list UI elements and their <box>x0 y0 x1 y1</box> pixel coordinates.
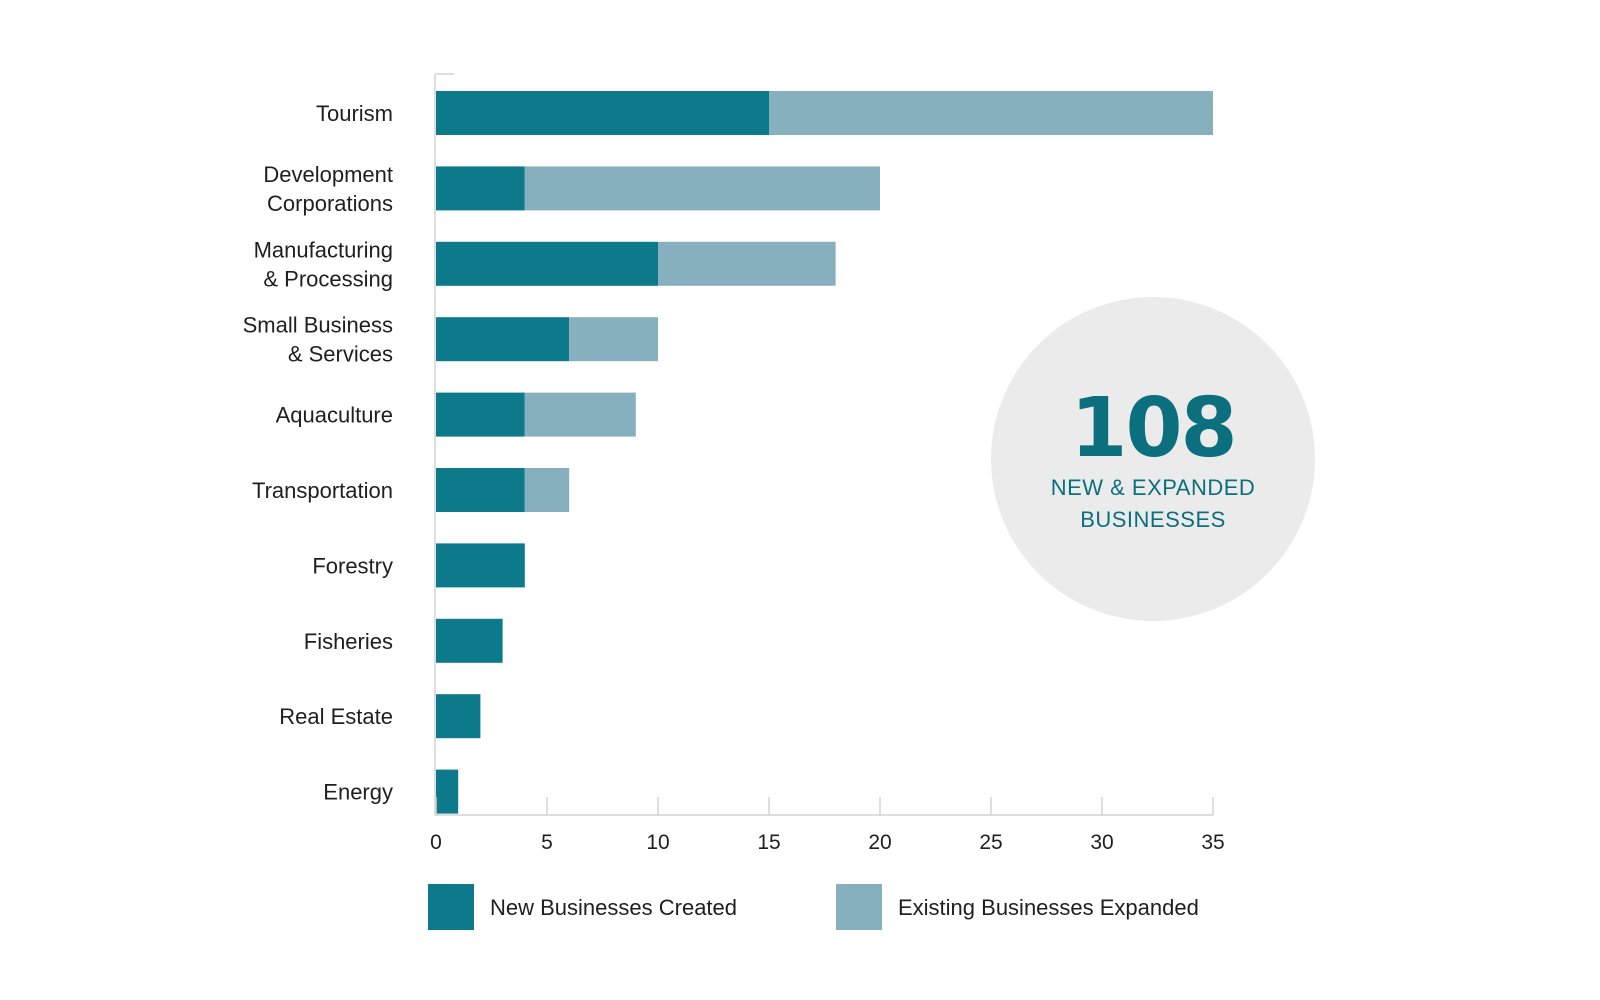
category-label-line: Tourism <box>316 101 393 126</box>
callout-circle <box>991 297 1315 621</box>
x-tick-label: 10 <box>646 831 669 854</box>
callout-number: 108 <box>1070 381 1235 476</box>
legend-new-swatch <box>428 884 474 930</box>
category-label: Real Estate <box>279 704 393 729</box>
category-label-line: Transportation <box>252 478 393 503</box>
x-tick-label: 0 <box>430 831 442 854</box>
category-labels: Tourism Development Corporations Manufactur… <box>243 101 393 805</box>
category-label-line: Small Business <box>243 313 393 338</box>
x-tick-label: 20 <box>868 831 891 854</box>
x-tick-label: 35 <box>1201 831 1224 854</box>
category-label: Tourism <box>316 101 393 126</box>
category-label: Fisheries <box>304 629 393 654</box>
bar-new-businesses <box>436 543 525 588</box>
bar-existing-businesses <box>524 392 636 437</box>
bar-existing-businesses <box>658 241 836 286</box>
bar-existing-businesses <box>769 91 1213 135</box>
bar-new-businesses <box>436 317 570 362</box>
category-label-line: Corporations <box>267 191 393 216</box>
category-label: Small Business & Services <box>243 313 393 367</box>
category-label-line: & Services <box>288 342 393 367</box>
category-label-line: Real Estate <box>279 704 393 729</box>
category-label-line: Aquaculture <box>276 403 393 428</box>
bar-existing-businesses <box>524 166 880 211</box>
category-label: Development Corporations <box>263 162 393 216</box>
bar-new-businesses <box>436 769 459 814</box>
category-label-line: Development <box>263 162 393 187</box>
x-tick-label: 15 <box>757 831 780 854</box>
plot-area <box>434 73 1213 815</box>
total-callout: 108 NEW & EXPANDED BUSINESSES <box>991 297 1315 621</box>
category-label-line: Manufacturing <box>254 237 393 262</box>
legend-expanded-swatch <box>836 884 882 930</box>
bar-existing-businesses <box>524 468 570 512</box>
category-label-line: Fisheries <box>304 629 393 654</box>
bar-new-businesses <box>436 468 525 512</box>
category-label-line: Forestry <box>312 553 393 578</box>
bar-new-businesses <box>436 392 525 437</box>
category-label-line: & Processing <box>263 266 393 291</box>
legend: New Businesses Created Existing Businesse… <box>428 884 1199 930</box>
legend-expanded-label: Existing Businesses Expanded <box>898 895 1199 920</box>
bar-new-businesses <box>436 618 503 663</box>
category-label: Transportation <box>252 478 393 503</box>
bar-new-businesses <box>436 694 481 739</box>
callout-line1: NEW & EXPANDED <box>1051 475 1256 500</box>
category-label: Forestry <box>312 553 393 578</box>
x-tick-label: 30 <box>1090 831 1113 854</box>
callout-line2: BUSINESSES <box>1080 507 1226 532</box>
bar-existing-businesses <box>569 317 658 362</box>
bar-new-businesses <box>436 166 525 211</box>
x-tick-label: 5 <box>541 831 553 854</box>
bar-new-businesses <box>436 241 658 286</box>
bar-new-businesses <box>436 91 769 135</box>
x-tick-label: 25 <box>979 831 1002 854</box>
category-label-line: Energy <box>323 780 393 805</box>
legend-new-label: New Businesses Created <box>490 895 737 920</box>
category-label: Aquaculture <box>276 403 393 428</box>
category-label: Energy <box>323 780 393 805</box>
x-axis: 0 5 10 15 20 25 30 35 <box>430 797 1225 854</box>
category-label: Manufacturing & Processing <box>254 237 393 291</box>
